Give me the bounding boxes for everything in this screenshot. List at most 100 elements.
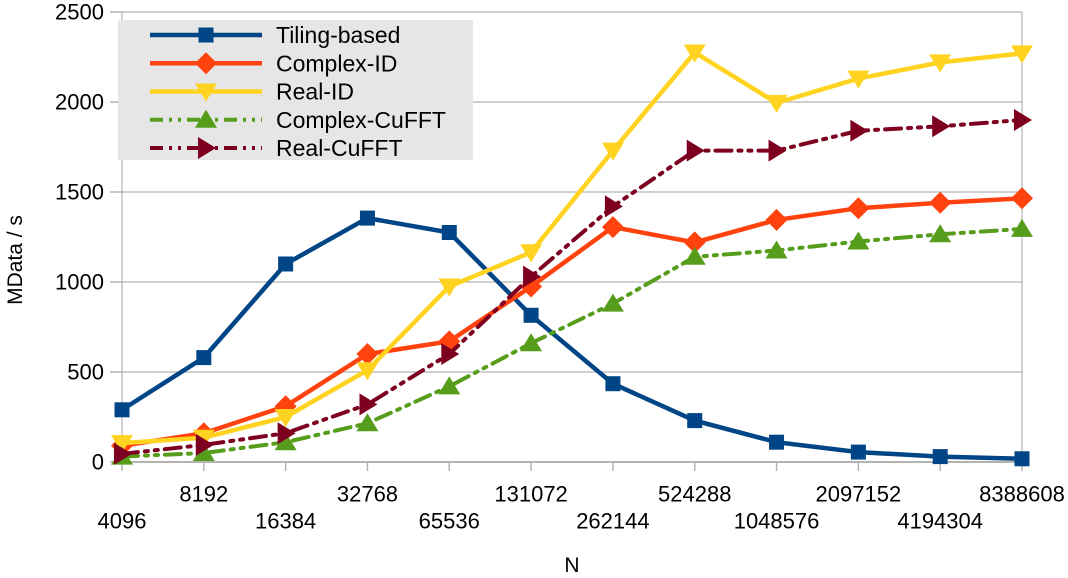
data-point-marker (683, 231, 706, 254)
data-point-marker (847, 197, 870, 220)
data-point-marker (196, 350, 212, 366)
data-point-marker (932, 449, 948, 465)
data-point-marker (359, 210, 375, 226)
data-point-marker (274, 409, 297, 427)
series-tiling-based (114, 210, 1030, 467)
data-point-marker (523, 307, 539, 323)
data-point-marker (769, 434, 785, 450)
data-point-marker (114, 402, 130, 418)
x-tick-label: 8388608 (979, 482, 1065, 507)
legend-item-real-id: Real-ID (150, 79, 354, 105)
legend-marker-triangle-down (195, 83, 217, 102)
x-tick-label: 65536 (419, 509, 480, 534)
x-tick-label: 131072 (494, 482, 567, 507)
legend-item-tiling-based: Tiling-based (150, 22, 400, 48)
data-point-marker (604, 195, 623, 218)
x-tick-label: 16384 (255, 509, 316, 534)
series-line-complex-id (119, 196, 1025, 449)
data-point-marker (1014, 451, 1030, 467)
data-point-marker (765, 240, 788, 259)
data-point-marker (683, 44, 706, 63)
legend-label: Complex-CuFFT (276, 107, 446, 133)
y-tick-label: 500 (67, 360, 104, 385)
legend-label: Real-CuFFT (276, 135, 403, 161)
series-real-id (111, 44, 1033, 454)
x-tick-label: 4096 (98, 509, 147, 534)
data-point-marker (601, 293, 624, 312)
y-tick-label: 2000 (55, 90, 104, 115)
data-point-marker (356, 343, 379, 365)
data-point-marker (847, 231, 870, 250)
data-point-marker (277, 422, 296, 445)
legend-label: Tiling-based (276, 22, 400, 48)
series-real-cufft (114, 109, 1032, 465)
data-point-marker (683, 246, 706, 265)
y-tick-label: 2500 (55, 0, 104, 25)
data-point-marker (1011, 187, 1033, 210)
data-point-marker (520, 333, 543, 352)
data-point-marker (114, 442, 132, 465)
legend-marker-diamond (195, 52, 217, 75)
data-point-marker (929, 191, 952, 214)
data-point-marker (605, 376, 621, 392)
data-point-marker (929, 54, 952, 73)
x-tick-label: 8192 (179, 482, 228, 507)
data-point-marker (601, 142, 624, 161)
data-point-marker (278, 256, 294, 272)
data-point-marker (441, 225, 457, 240)
y-axis-title: MData / s (4, 215, 27, 305)
x-tick-label: 2097152 (816, 482, 902, 507)
series-line-complex-cufft (120, 226, 1024, 459)
data-point-marker (356, 362, 379, 381)
legend-marker-triangle-right (198, 137, 216, 159)
x-axis-title: N (564, 554, 579, 577)
x-tick-label: 4194304 (897, 509, 983, 534)
x-tick-label: 524288 (658, 482, 731, 507)
data-point-marker (765, 208, 788, 231)
series-complex-cufft (111, 218, 1033, 465)
data-point-marker (765, 94, 788, 113)
data-point-marker (195, 433, 214, 456)
y-tick-label: 1500 (55, 180, 104, 205)
legend-marker-triangle-up (195, 109, 217, 128)
data-point-marker (1011, 218, 1033, 237)
y-tick-label: 0 (92, 450, 104, 475)
data-point-marker (441, 343, 460, 365)
data-point-marker (520, 244, 543, 263)
y-tick-label: 1000 (55, 270, 104, 295)
legend-item-complex-cufft: Complex-CuFFT (150, 107, 446, 133)
legend-label: Complex-ID (276, 50, 397, 76)
data-point-marker (1011, 45, 1033, 64)
series-line-real-id (119, 49, 1025, 446)
data-point-marker (850, 444, 866, 460)
data-point-marker (438, 376, 461, 395)
legend-label: Real-ID (276, 79, 354, 105)
data-point-marker (1014, 109, 1032, 131)
data-point-marker (356, 413, 379, 432)
data-point-marker (932, 115, 951, 138)
data-point-marker (601, 216, 624, 239)
data-point-marker (523, 265, 542, 288)
data-point-marker (768, 139, 787, 162)
data-point-marker (686, 139, 705, 162)
data-point-marker (850, 119, 869, 142)
data-point-marker (687, 413, 703, 429)
data-point-marker (359, 393, 378, 416)
data-point-marker (438, 278, 461, 297)
x-tick-label: 1048576 (734, 509, 820, 534)
legend-item-complex-id: Complex-ID (150, 50, 397, 76)
series-line-tiling-based (119, 215, 1025, 462)
legend-marker-square (198, 27, 214, 43)
legend-item-real-cufft: Real-CuFFT (150, 135, 403, 161)
x-tick-label: 32768 (337, 482, 398, 507)
data-point-marker (929, 224, 952, 243)
data-point-marker (847, 70, 870, 89)
data-point-marker (192, 429, 215, 448)
x-tick-label: 262144 (576, 509, 649, 534)
data-point-marker (274, 432, 297, 451)
data-point-marker (192, 443, 215, 461)
series-line-real-cufft (120, 118, 1024, 456)
